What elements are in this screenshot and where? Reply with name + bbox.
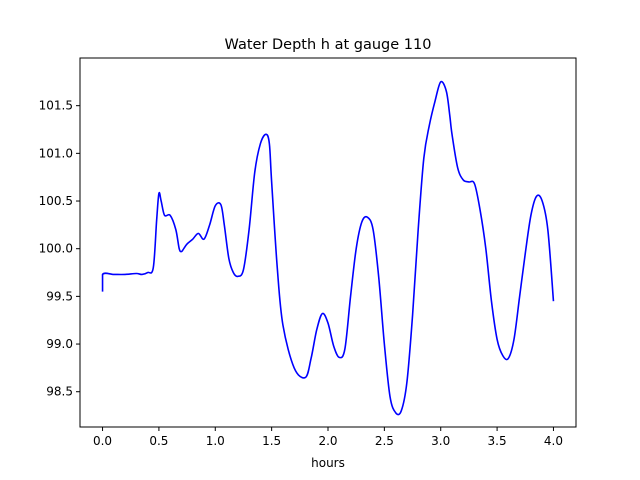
plot-area bbox=[101, 80, 555, 416]
x-tick-label: 4.0 bbox=[544, 434, 563, 448]
x-tick-label: 2.0 bbox=[318, 434, 337, 448]
y-tick-label: 101.0 bbox=[39, 146, 73, 160]
chart-title: Water Depth h at gauge 110 bbox=[225, 37, 432, 53]
y-tick-label: 98.5 bbox=[46, 385, 73, 399]
x-tick-label: 3.0 bbox=[431, 434, 450, 448]
x-tick-label: 3.5 bbox=[488, 434, 507, 448]
y-tick-label: 100.5 bbox=[39, 194, 73, 208]
x-tick-label: 0.0 bbox=[93, 434, 112, 448]
y-axis: 98.5 99.0 99.5 100.0 100.5 101.0 101.5 bbox=[39, 99, 80, 399]
x-tick-label: 1.0 bbox=[206, 434, 225, 448]
plot-frame bbox=[79, 57, 577, 428]
y-tick-label: 101.5 bbox=[39, 99, 73, 113]
y-tick-label: 99.5 bbox=[46, 289, 73, 303]
series-line bbox=[101, 80, 555, 416]
x-axis: 0.0 0.5 1.0 1.5 2.0 2.5 3.0 3.5 4.0 bbox=[93, 427, 563, 448]
x-tick-label: 2.5 bbox=[375, 434, 394, 448]
y-tick-label: 100.0 bbox=[39, 242, 73, 256]
x-tick-label: 0.5 bbox=[149, 434, 168, 448]
x-axis-label: hours bbox=[311, 456, 345, 470]
y-tick-label: 99.0 bbox=[46, 337, 73, 351]
x-tick-label: 1.5 bbox=[262, 434, 281, 448]
